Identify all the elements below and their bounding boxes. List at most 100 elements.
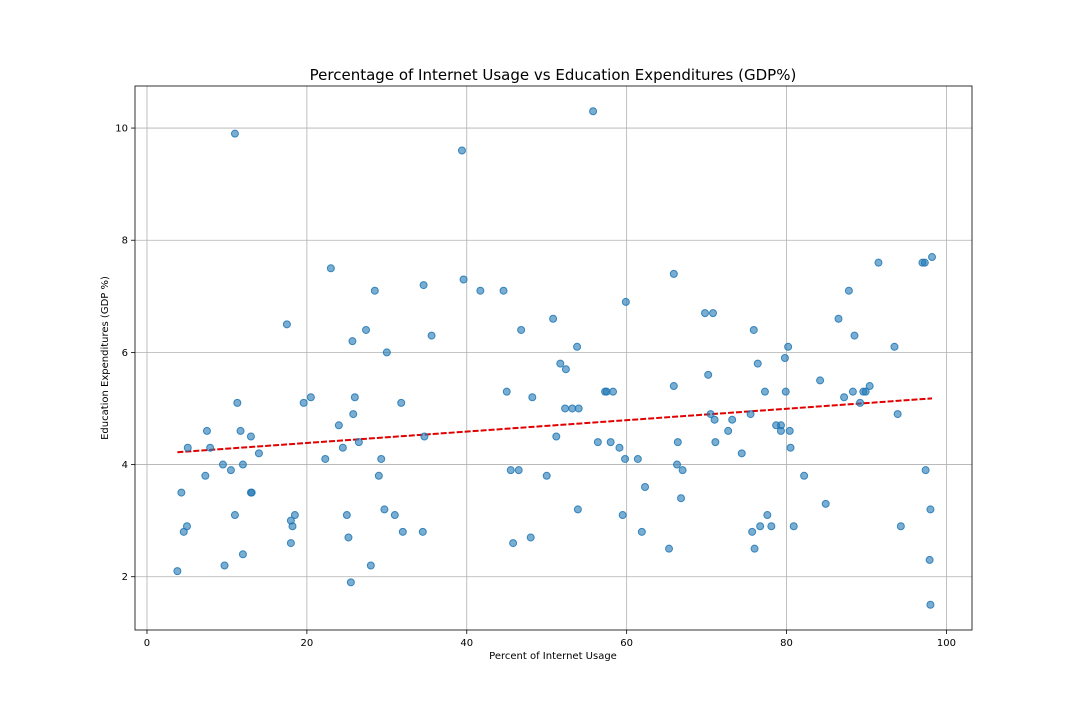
data-point [236, 426, 245, 435]
data-point [459, 275, 468, 284]
data-point [789, 522, 798, 531]
data-point [848, 387, 857, 396]
data-point [457, 146, 466, 155]
x-tick-label: 60 [620, 638, 633, 649]
data-point [700, 309, 709, 318]
data-point [737, 449, 746, 458]
data-point [561, 404, 570, 413]
data-point [552, 432, 561, 441]
data-point [502, 387, 511, 396]
data-point [509, 539, 518, 548]
data-point [238, 550, 247, 559]
data-point [856, 398, 865, 407]
data-point [202, 426, 211, 435]
x-tick-label: 80 [780, 638, 793, 649]
data-point [746, 410, 755, 419]
data-point [230, 511, 239, 520]
data-point [226, 466, 235, 475]
data-point [514, 466, 523, 475]
y-tick-label: 8 [122, 236, 128, 247]
data-point [728, 415, 737, 424]
data-point [633, 454, 642, 463]
data-point [724, 426, 733, 435]
data-point [589, 107, 598, 116]
data-point [288, 522, 297, 531]
trendline-layer [177, 397, 933, 454]
grid-lines [135, 86, 972, 630]
data-point [706, 410, 715, 419]
data-point [750, 544, 759, 553]
data-point [893, 410, 902, 419]
data-point [673, 438, 682, 447]
data-point [767, 522, 776, 531]
data-point [334, 421, 343, 430]
y-tick-label: 4 [122, 460, 128, 471]
data-point [844, 286, 853, 295]
data-point [220, 561, 229, 570]
data-point [609, 387, 618, 396]
data-point [874, 258, 883, 267]
x-tick-label: 40 [460, 638, 473, 649]
data-point [760, 387, 769, 396]
data-point [427, 331, 436, 340]
chart-title: Percentage of Internet Usage vs Educatio… [310, 66, 797, 84]
data-point [374, 471, 383, 480]
data-point [370, 286, 379, 295]
data-point [338, 443, 347, 452]
data-point [238, 460, 247, 469]
data-point [282, 320, 291, 329]
data-point [380, 505, 389, 514]
data-point [183, 443, 192, 452]
y-tick-label: 2 [122, 572, 128, 583]
x-tick-label: 20 [301, 638, 314, 649]
x-tick-label: 100 [937, 638, 956, 649]
data-point [326, 264, 335, 273]
data-point [816, 376, 825, 385]
data-point [780, 354, 789, 362]
data-point [749, 325, 758, 334]
data-point [382, 348, 391, 357]
data-point [349, 410, 358, 419]
data-point [420, 432, 429, 441]
data-point [637, 527, 646, 536]
data-point [173, 567, 182, 576]
data-point [526, 533, 535, 542]
data-point [606, 438, 615, 447]
data-point [786, 443, 795, 452]
data-point [618, 511, 627, 520]
data-point [896, 522, 905, 531]
data-point [708, 309, 717, 318]
data-point [678, 466, 687, 475]
data-point [342, 511, 351, 520]
data-point [254, 449, 263, 458]
data-point [573, 342, 582, 351]
y-tick-label: 6 [122, 348, 128, 359]
data-point [348, 337, 357, 346]
data-point [350, 393, 359, 402]
data-point [201, 471, 210, 480]
data-point [921, 466, 930, 475]
data-point [753, 359, 762, 368]
data-point [785, 426, 794, 435]
data-point [542, 471, 551, 480]
data-point [573, 505, 582, 514]
data-point [344, 533, 353, 542]
data-point [710, 415, 719, 424]
data-point [615, 443, 624, 452]
x-tick-label: 0 [144, 638, 150, 649]
data-point [593, 438, 602, 447]
plot-frame [134, 85, 973, 631]
y-tick-label: 10 [115, 124, 128, 135]
data-point [366, 561, 375, 570]
data-point [926, 600, 935, 609]
data-point [398, 527, 407, 536]
data-point [218, 460, 227, 469]
data-point [763, 511, 772, 520]
data-point [704, 370, 713, 379]
data-point [574, 404, 583, 413]
data-point [299, 398, 308, 407]
data-point [247, 488, 256, 497]
data-point [290, 511, 299, 520]
data-point [476, 286, 485, 295]
